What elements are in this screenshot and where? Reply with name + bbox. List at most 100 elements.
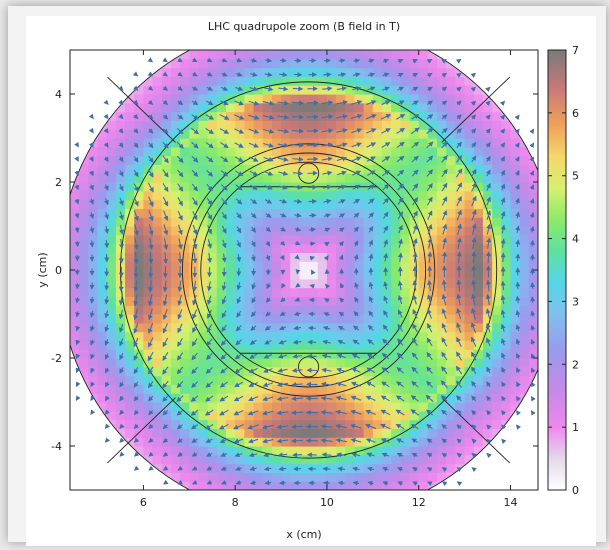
heatmap-cell: [198, 464, 208, 473]
heatmap-cell: [400, 173, 410, 182]
heatmap-cell: [400, 446, 410, 455]
heatmap-cell: [244, 252, 254, 261]
heatmap-cell: [116, 393, 126, 402]
heatmap-cell: [272, 85, 282, 94]
heatmap-cell: [520, 349, 530, 358]
heatmap-cell: [153, 455, 163, 464]
heatmap-cell: [171, 411, 181, 420]
heatmap-cell: [107, 296, 117, 305]
heatmap-cell: [391, 367, 401, 376]
heatmap-cell: [88, 261, 98, 270]
heatmap-cell: [125, 376, 135, 385]
heatmap-cell: [107, 173, 117, 182]
heatmap-cell: [309, 173, 319, 182]
heatmap-cell: [198, 428, 208, 437]
heatmap-cell: [290, 437, 300, 446]
heatmap-cell: [272, 428, 282, 437]
heatmap-cell: [299, 112, 309, 121]
heatmap-cell: [107, 156, 117, 165]
heatmap-cell: [226, 358, 236, 367]
heatmap-cell: [529, 279, 539, 288]
heatmap-cell: [88, 349, 98, 358]
y-tick-label: -4: [51, 440, 62, 453]
heatmap-cell: [244, 455, 254, 464]
heatmap-cell: [79, 200, 89, 209]
heatmap-cell: [107, 208, 117, 217]
heatmap-cell: [391, 76, 401, 85]
heatmap-cell: [299, 50, 309, 59]
heatmap-cell: [263, 261, 273, 270]
heatmap-cell: [474, 235, 484, 244]
heatmap-cell: [189, 120, 199, 129]
heatmap-cell: [428, 367, 438, 376]
heatmap-cell: [373, 217, 383, 226]
heatmap-cell: [520, 261, 530, 270]
heatmap-cell: [364, 120, 374, 129]
heatmap-cell: [189, 332, 199, 341]
heatmap-cell: [226, 85, 236, 94]
heatmap-cell: [180, 59, 190, 68]
heatmap-cell: [327, 446, 337, 455]
heatmap-cell: [410, 112, 420, 121]
heatmap-cell: [318, 358, 328, 367]
heatmap-cell: [373, 164, 383, 173]
heatmap-cell: [419, 252, 429, 261]
heatmap-cell: [538, 138, 548, 147]
heatmap-cell: [309, 261, 319, 270]
heatmap-cell: [345, 59, 355, 68]
heatmap-cell: [226, 464, 236, 473]
heatmap-cell: [455, 349, 465, 358]
heatmap-cell: [318, 112, 328, 121]
heatmap-cell: [419, 85, 429, 94]
heatmap-cell: [153, 200, 163, 209]
heatmap-cell: [492, 332, 502, 341]
heatmap-cell: [419, 349, 429, 358]
heatmap-cell: [226, 112, 236, 121]
field-arrow: [323, 74, 330, 75]
heatmap-cell: [226, 472, 236, 481]
field-arrow: [106, 282, 107, 290]
heatmap-cell: [88, 358, 98, 367]
heatmap-cell: [290, 226, 300, 235]
heatmap-cell: [244, 244, 254, 253]
heatmap-cell: [465, 120, 475, 129]
heatmap-cell: [198, 376, 208, 385]
heatmap-cell: [446, 85, 456, 94]
heatmap-cell: [373, 367, 383, 376]
heatmap-cell: [299, 244, 309, 253]
heatmap-cell: [529, 226, 539, 235]
heatmap-cell: [107, 358, 117, 367]
heatmap-cell: [410, 129, 420, 138]
heatmap-cell: [226, 200, 236, 209]
heatmap-cell: [400, 85, 410, 94]
heatmap-cell: [538, 464, 548, 473]
heatmap-cell: [345, 103, 355, 112]
heatmap-cell: [153, 103, 163, 112]
heatmap-cell: [336, 252, 346, 261]
heatmap-cell: [327, 402, 337, 411]
heatmap-cell: [125, 411, 135, 420]
heatmap-cell: [79, 244, 89, 253]
heatmap-cell: [272, 235, 282, 244]
heatmap-cell: [153, 393, 163, 402]
heatmap-cell: [510, 200, 520, 209]
heatmap-cell: [327, 252, 337, 261]
heatmap-cell: [446, 340, 456, 349]
heatmap-cell: [208, 384, 218, 393]
heatmap-cell: [391, 472, 401, 481]
heatmap-cell: [153, 420, 163, 429]
heatmap-cell: [208, 305, 218, 314]
heatmap-cell: [327, 314, 337, 323]
heatmap-cell: [492, 402, 502, 411]
heatmap-cell: [208, 120, 218, 129]
heatmap-cell: [153, 112, 163, 121]
heatmap-cell: [474, 288, 484, 297]
heatmap-cell: [134, 393, 144, 402]
heatmap-cell: [538, 376, 548, 385]
heatmap-cell: [327, 120, 337, 129]
heatmap-cell: [299, 208, 309, 217]
heatmap-cell: [272, 217, 282, 226]
heatmap-cell: [428, 173, 438, 182]
heatmap-cell: [318, 402, 328, 411]
heatmap-cell: [446, 68, 456, 77]
